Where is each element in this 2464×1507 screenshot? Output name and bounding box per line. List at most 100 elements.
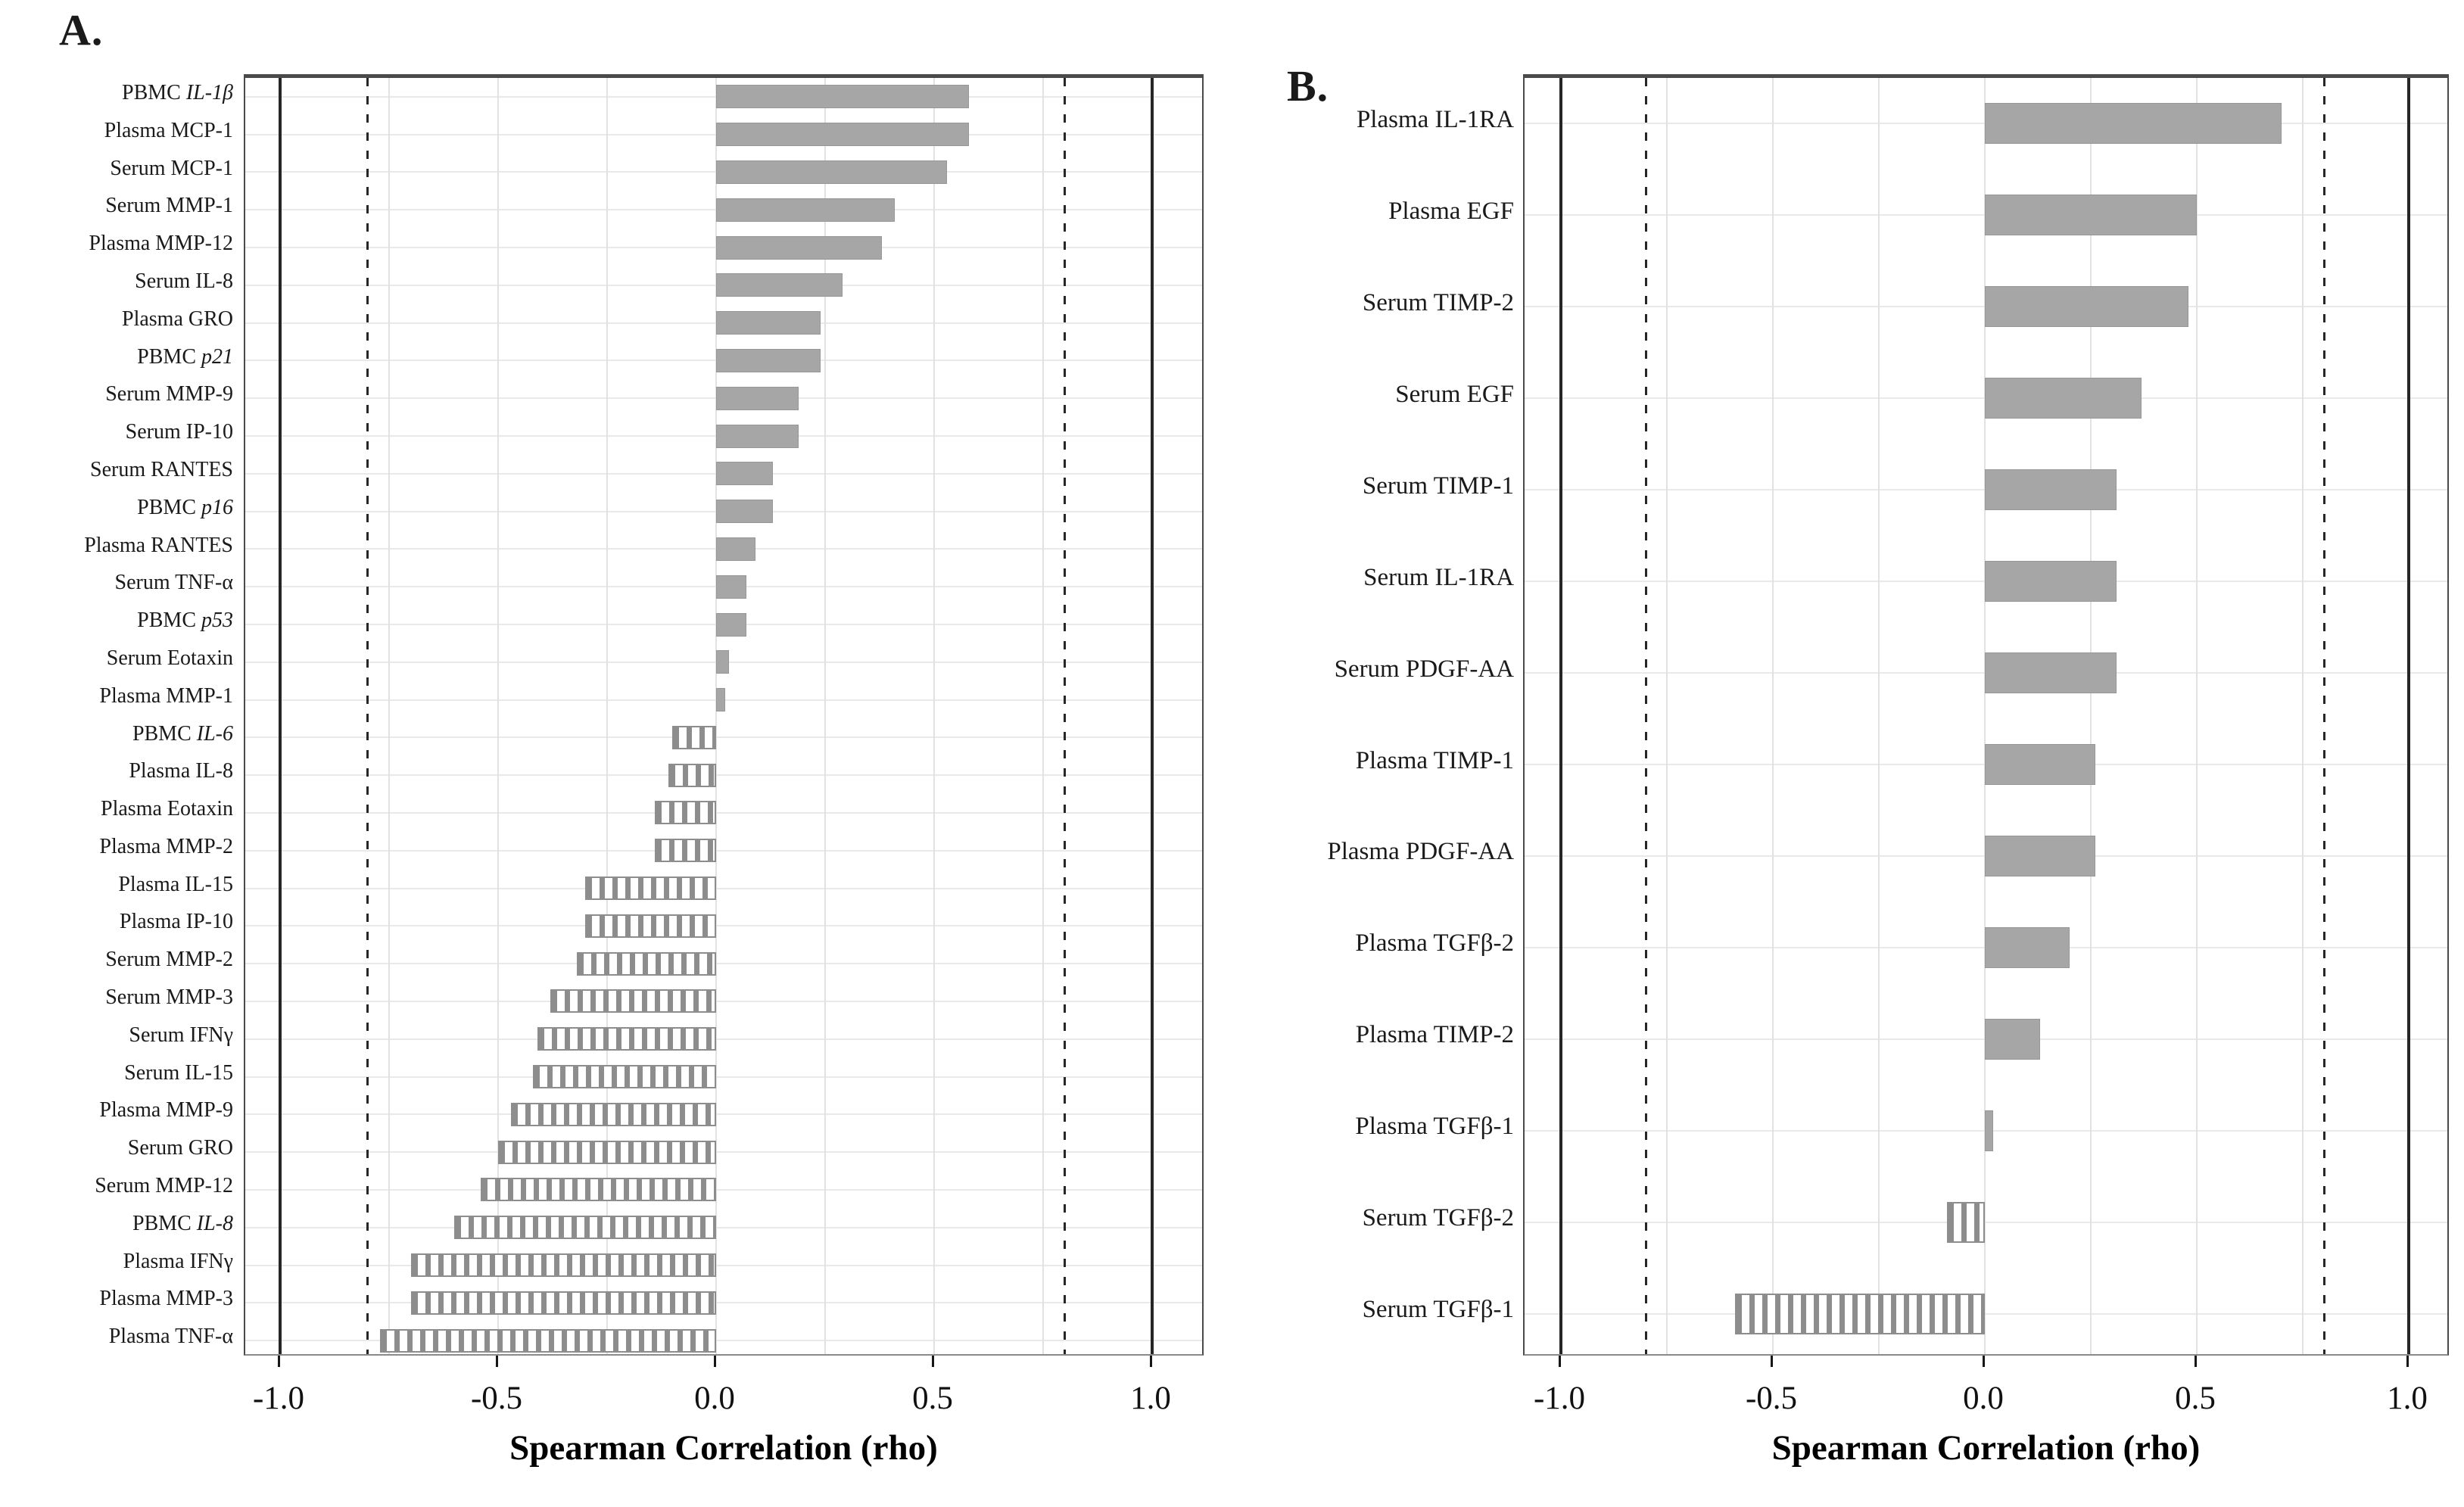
- bar-positive-solid: [1985, 469, 2117, 511]
- bar-negative-striped: [454, 1216, 716, 1240]
- horizontal-gridline: [245, 925, 1202, 927]
- vertical-gridline: [933, 78, 935, 1354]
- x-axis-tick: [713, 1356, 716, 1367]
- row-label: Serum MMP-12: [95, 1174, 233, 1198]
- horizontal-gridline: [245, 1264, 1202, 1266]
- row-label: Plasma TIMP-2: [1355, 1021, 1514, 1049]
- row-label: Serum MMP-1: [105, 194, 233, 218]
- bar-positive-solid: [716, 198, 896, 222]
- bar-positive-solid: [1985, 743, 2095, 785]
- row-label: Serum IP-10: [125, 420, 233, 444]
- bar-positive-solid: [1985, 286, 2188, 328]
- row-label: Serum IL-8: [135, 269, 233, 293]
- x-axis-tick-label: 0.0: [694, 1381, 735, 1416]
- bar-positive-solid: [716, 537, 755, 561]
- vertical-gridline: [606, 78, 608, 1354]
- reference-line-dashed: [2322, 78, 2325, 1354]
- row-label: Serum MCP-1: [110, 156, 233, 180]
- bar-positive-solid: [1985, 561, 2117, 602]
- row-label: PBMC p53: [137, 609, 233, 633]
- bar-negative-striped: [655, 839, 716, 863]
- reference-line-dashed: [366, 78, 369, 1354]
- horizontal-gridline: [245, 887, 1202, 889]
- row-label: Plasma MCP-1: [104, 118, 233, 142]
- row-label: Plasma MMP-1: [99, 683, 233, 708]
- bar-negative-striped: [480, 1178, 716, 1202]
- reference-line-solid: [2407, 78, 2410, 1354]
- bar-negative-striped: [410, 1253, 716, 1277]
- bar-positive-solid: [1985, 1018, 2040, 1060]
- row-label: Plasma IL-1RA: [1356, 106, 1514, 133]
- bar-negative-striped: [576, 951, 716, 976]
- x-axis-tick: [1149, 1356, 1152, 1367]
- bar-positive-solid: [1985, 926, 2070, 968]
- row-label: PBMC IL-8: [132, 1211, 233, 1235]
- bar-positive-solid: [1985, 103, 2282, 145]
- bar-negative-striped: [668, 763, 716, 787]
- x-axis-tick-label: 0.5: [2175, 1381, 2216, 1416]
- bar-positive-solid: [716, 348, 821, 372]
- panel-b-x-axis-title: Spearman Correlation (rho): [1771, 1428, 2201, 1468]
- bar-positive-solid: [716, 160, 948, 184]
- horizontal-gridline: [245, 774, 1202, 777]
- bar-positive-solid: [716, 273, 843, 297]
- bar-positive-solid: [716, 650, 730, 674]
- bar-negative-striped: [550, 989, 716, 1013]
- x-axis-tick-label: 1.0: [1130, 1381, 1171, 1416]
- row-label: Serum RANTES: [90, 457, 233, 481]
- row-label: PBMC p21: [137, 344, 233, 369]
- plot-area-panel-b: [1523, 74, 2449, 1356]
- row-label: Plasma MMP-9: [99, 1098, 233, 1122]
- horizontal-gridline: [245, 1113, 1202, 1116]
- row-label: Plasma RANTES: [84, 533, 233, 557]
- bar-negative-striped: [672, 725, 716, 749]
- row-label: Plasma MMP-3: [99, 1287, 233, 1311]
- bar-negative-striped: [533, 1065, 716, 1089]
- panel-b-title: B.: [1287, 61, 1329, 111]
- vertical-gridline: [2196, 78, 2198, 1354]
- row-label: Serum MMP-3: [105, 985, 233, 1010]
- vertical-gridline: [824, 78, 826, 1354]
- panel-a-x-axis-title: Spearman Correlation (rho): [509, 1428, 938, 1468]
- x-axis-tick-label: -0.5: [1745, 1381, 1798, 1416]
- bar-negative-striped: [380, 1328, 716, 1353]
- row-label: Serum PDGF-AA: [1334, 655, 1514, 683]
- x-axis-tick: [1982, 1356, 1985, 1367]
- horizontal-gridline: [245, 849, 1202, 852]
- bar-negative-striped: [585, 914, 716, 938]
- bar-negative-striped: [1734, 1293, 1985, 1334]
- horizontal-gridline: [1525, 1312, 2447, 1315]
- row-label: Plasma Eotaxin: [101, 797, 233, 821]
- row-label: Plasma TGFβ-1: [1355, 1113, 1514, 1141]
- row-label: Serum TIMP-1: [1362, 472, 1514, 500]
- bar-positive-solid: [1985, 652, 2117, 694]
- bar-positive-solid: [716, 386, 799, 410]
- vertical-gridline: [2302, 78, 2304, 1354]
- horizontal-gridline: [1525, 1221, 2447, 1223]
- bar-negative-striped: [498, 1140, 716, 1164]
- vertical-gridline: [1042, 78, 1044, 1354]
- x-axis-tick: [495, 1356, 498, 1367]
- bar-positive-solid: [716, 462, 773, 486]
- row-label: Serum Eotaxin: [106, 646, 233, 670]
- x-axis-tick-label: 1.0: [2387, 1381, 2428, 1416]
- bar-positive-solid: [716, 311, 821, 335]
- reference-line-dashed: [1644, 78, 1647, 1354]
- row-label: Plasma IL-15: [118, 872, 233, 896]
- row-label: Serum MMP-9: [105, 382, 233, 406]
- horizontal-gridline: [245, 1000, 1202, 1002]
- vertical-gridline: [715, 78, 717, 1354]
- vertical-gridline: [2090, 78, 2092, 1354]
- row-label: Plasma TNF-α: [108, 1325, 233, 1349]
- bar-positive-solid: [1985, 1110, 1994, 1151]
- bar-positive-solid: [716, 424, 799, 448]
- row-label: Serum TGFβ-1: [1362, 1296, 1514, 1324]
- row-label: PBMC IL-1β: [122, 81, 233, 104]
- x-axis-tick: [931, 1356, 934, 1367]
- vertical-gridline: [1984, 78, 1986, 1354]
- vertical-gridline: [497, 78, 499, 1354]
- x-axis-tick: [277, 1356, 280, 1367]
- bar-negative-striped: [537, 1027, 716, 1051]
- row-label: Serum EGF: [1395, 380, 1514, 408]
